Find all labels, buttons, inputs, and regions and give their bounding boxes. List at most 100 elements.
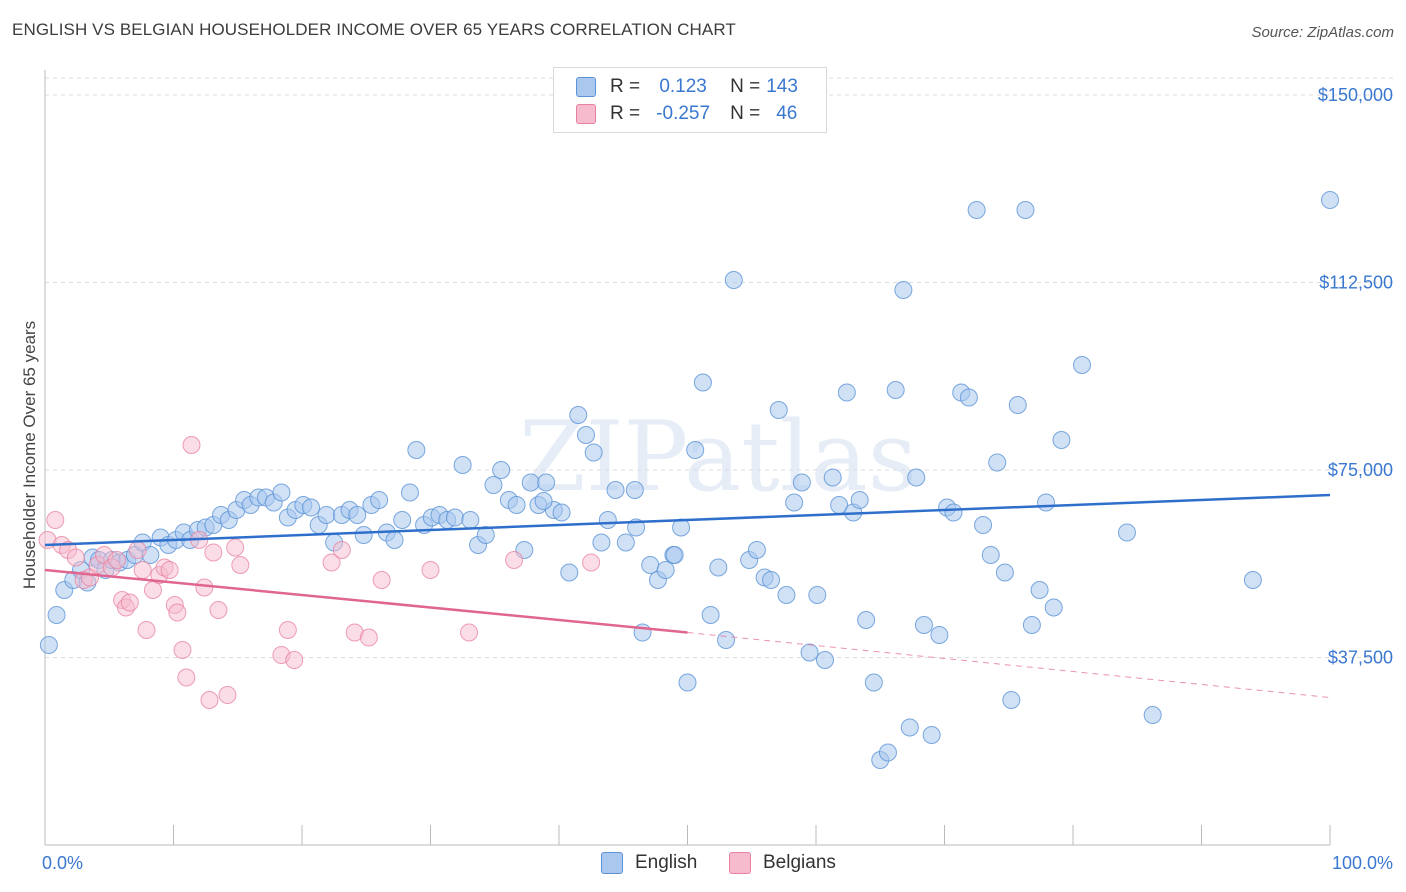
english-point: [598, 511, 617, 529]
belgian-point: [66, 548, 85, 567]
english-n-label: N =: [730, 76, 761, 97]
belgian-point: [168, 603, 187, 622]
english-point: [584, 443, 603, 462]
belgian-point: [372, 571, 391, 589]
english-point: [785, 493, 804, 512]
english-point: [907, 468, 926, 487]
english-point: [1052, 431, 1071, 449]
belgian-point: [160, 561, 179, 579]
english-point: [272, 483, 291, 502]
english-point: [717, 631, 736, 649]
x-tick-label: 0.0%: [42, 853, 83, 873]
english-point: [944, 503, 963, 522]
english-point: [625, 481, 644, 499]
english-point: [569, 406, 588, 424]
trend-lines: [44, 493, 1331, 698]
english-point: [709, 558, 728, 577]
english-point: [693, 373, 712, 392]
english-point: [894, 281, 913, 299]
belgian-n-value: 46: [776, 103, 798, 124]
english-trend-line: [44, 493, 1331, 547]
english-point: [886, 381, 905, 399]
english-point: [534, 492, 553, 510]
english-point: [701, 606, 720, 624]
belgian-point: [182, 436, 201, 454]
english-point: [507, 496, 526, 514]
belgian-point: [231, 556, 250, 574]
english-point: [864, 673, 883, 692]
y-axis-label: Householder Income Over 65 years: [20, 321, 39, 589]
belgian-swatch: [576, 104, 596, 124]
english-point: [641, 556, 660, 574]
english-point: [762, 571, 781, 589]
belgian-point: [359, 628, 378, 647]
belgian-point: [137, 621, 156, 639]
english-point: [914, 616, 933, 634]
y-tick-label: $37,500: [1328, 648, 1393, 668]
belgian-point: [46, 511, 65, 529]
english-point: [665, 546, 684, 564]
english-point: [317, 506, 336, 524]
legend-row-english: R = 0.123 N = 143: [576, 75, 798, 99]
belgian-point: [120, 593, 139, 612]
english-legend-swatch: [601, 852, 623, 874]
english-point: [724, 271, 743, 289]
english-point: [808, 586, 827, 604]
english-point: [837, 383, 856, 402]
english-point: [1321, 191, 1339, 209]
y-tick-label: $112,500: [1319, 273, 1393, 293]
english-point: [878, 743, 897, 762]
english-point: [385, 531, 404, 549]
belgian-point: [177, 668, 196, 687]
belgian-n-label: N =: [730, 103, 761, 124]
belgian-point: [143, 581, 162, 599]
english-point: [1008, 396, 1027, 414]
belgian-point: [133, 561, 152, 579]
english-point: [900, 718, 919, 737]
english-point: [537, 473, 556, 492]
english-point: [1044, 598, 1063, 617]
english-point: [445, 508, 464, 527]
belgian-trend-extension: [687, 632, 1331, 698]
english-point: [1072, 356, 1091, 374]
legend-item-english[interactable]: English: [601, 852, 697, 874]
english-point: [850, 491, 869, 509]
belgian-point: [322, 553, 341, 572]
english-point: [974, 516, 993, 534]
english-point: [959, 388, 978, 407]
english-point: [1022, 616, 1041, 634]
english-point: [348, 506, 367, 524]
axes: [44, 70, 1331, 846]
english-point: [686, 441, 705, 459]
belgian-trend-line: [44, 568, 688, 634]
english-n-value: 143: [766, 76, 798, 97]
english-point: [47, 606, 66, 624]
english-point: [521, 473, 540, 492]
correlation-legend: R = 0.123 N = 143 R = -0.257 N = 46: [553, 67, 827, 133]
belgian-points: [38, 436, 601, 709]
belgian-point: [195, 578, 214, 597]
english-swatch: [576, 77, 596, 97]
english-point: [560, 563, 579, 582]
english-point: [800, 643, 819, 662]
english-point: [656, 561, 675, 579]
belgian-point: [209, 601, 228, 619]
belgian-point: [200, 691, 219, 709]
belgian-point: [218, 686, 237, 704]
belgian-point: [226, 538, 245, 557]
belgian-point: [421, 561, 440, 579]
english-point: [1037, 493, 1056, 512]
english-point: [400, 483, 419, 502]
english-point: [1117, 523, 1136, 542]
english-point: [453, 456, 472, 474]
belgian-point: [505, 551, 524, 569]
english-point: [995, 563, 1014, 582]
english-point: [476, 526, 495, 544]
belgian-r-value: -0.257: [656, 103, 711, 124]
legend-item-belgians[interactable]: Belgians: [729, 852, 836, 874]
english-point: [461, 511, 480, 529]
belgian-point: [460, 623, 479, 642]
english-point: [988, 453, 1007, 472]
english-point: [777, 586, 796, 604]
english-point: [407, 441, 426, 459]
